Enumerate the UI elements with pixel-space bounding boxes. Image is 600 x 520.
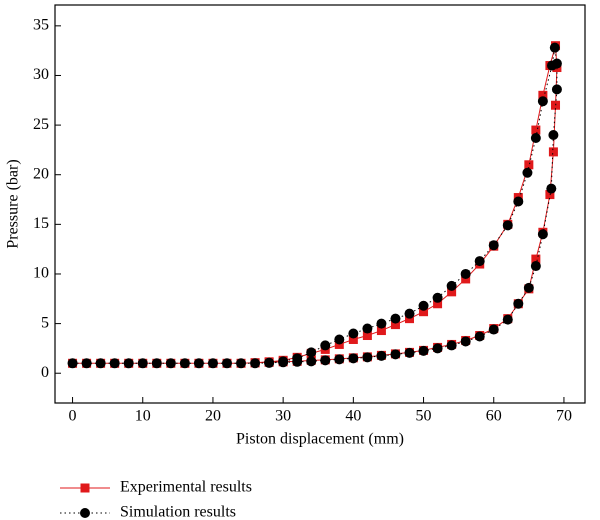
data-point <box>306 347 317 358</box>
data-point <box>419 307 429 317</box>
data-point <box>390 313 401 324</box>
data-point <box>95 358 106 369</box>
data-point <box>404 308 415 319</box>
data-point <box>250 358 261 369</box>
y-tick-label: 15 <box>33 215 49 232</box>
data-point <box>137 358 148 369</box>
data-point <box>376 326 386 336</box>
x-tick-label: 50 <box>416 408 432 425</box>
data-point <box>418 345 429 356</box>
data-point <box>502 314 513 325</box>
data-point <box>530 132 541 143</box>
data-point <box>390 320 400 330</box>
legend-label: Simulation results <box>120 504 236 520</box>
data-point <box>460 268 471 279</box>
series-line <box>72 45 558 364</box>
data-point <box>418 300 429 311</box>
x-tick-label: 10 <box>135 408 151 425</box>
data-point <box>376 318 387 329</box>
data-point <box>537 96 548 107</box>
data-point <box>193 358 204 369</box>
plot-frame <box>54 4 586 404</box>
data-point <box>221 358 232 369</box>
data-point <box>362 323 373 334</box>
data-point <box>531 254 541 264</box>
data-point <box>81 358 92 369</box>
data-point <box>524 160 534 170</box>
legend-marker <box>80 483 90 493</box>
data-point <box>549 42 560 53</box>
y-tick-label: 30 <box>33 66 49 83</box>
data-point <box>362 331 372 341</box>
data-point <box>334 354 345 365</box>
x-tick-label: 0 <box>69 408 77 425</box>
series-line <box>72 47 558 364</box>
y-tick-label: 5 <box>41 314 49 331</box>
data-point <box>123 358 134 369</box>
data-point <box>390 349 401 360</box>
data-point <box>548 130 559 141</box>
x-tick-label: 60 <box>486 408 502 425</box>
data-point <box>502 220 513 231</box>
y-tick-label: 10 <box>33 265 49 282</box>
x-tick-label: 40 <box>345 408 361 425</box>
data-point <box>376 350 387 361</box>
data-point <box>523 282 534 293</box>
legend-marker <box>80 508 90 518</box>
y-axis-label: Pressure (bar) <box>5 159 22 248</box>
data-point <box>531 125 541 135</box>
data-point <box>404 347 415 358</box>
data-point <box>488 324 499 335</box>
x-axis-label: Piston displacement (mm) <box>236 431 404 448</box>
data-point <box>278 356 289 367</box>
data-point <box>109 358 120 369</box>
data-point <box>236 358 247 369</box>
data-point <box>537 229 548 240</box>
data-point <box>546 183 557 194</box>
y-tick-label: 20 <box>33 165 49 182</box>
x-tick-label: 70 <box>556 408 572 425</box>
data-point <box>179 358 190 369</box>
data-point <box>474 256 485 267</box>
data-point <box>446 280 457 291</box>
data-point <box>320 355 331 366</box>
data-point <box>348 334 358 344</box>
y-tick-label: 0 <box>41 364 49 381</box>
data-point <box>433 299 443 309</box>
data-point <box>348 353 359 364</box>
data-point <box>334 334 345 345</box>
y-tick-label: 25 <box>33 116 49 133</box>
data-point <box>551 84 562 95</box>
data-point <box>165 358 176 369</box>
data-point <box>151 358 162 369</box>
data-point <box>513 196 524 207</box>
y-tick-label: 35 <box>33 17 49 34</box>
data-point <box>432 343 443 354</box>
data-point <box>530 261 541 272</box>
data-point <box>432 292 443 303</box>
data-point <box>320 340 331 351</box>
data-point <box>460 336 471 347</box>
data-point <box>548 147 558 157</box>
data-point <box>207 358 218 369</box>
data-point <box>551 100 561 110</box>
data-point <box>292 353 303 364</box>
data-point <box>522 167 533 178</box>
x-tick-label: 20 <box>205 408 221 425</box>
data-point <box>362 352 373 363</box>
data-point <box>447 287 457 297</box>
data-point <box>488 240 499 251</box>
data-point <box>513 298 524 309</box>
data-point <box>547 60 558 71</box>
data-point <box>264 357 275 368</box>
legend-label: Experimental results <box>120 479 252 496</box>
data-point <box>446 340 457 351</box>
data-point <box>306 356 317 367</box>
data-point <box>538 90 548 100</box>
data-point <box>474 331 485 342</box>
x-tick-label: 30 <box>275 408 291 425</box>
data-point <box>348 328 359 339</box>
data-point <box>67 358 78 369</box>
